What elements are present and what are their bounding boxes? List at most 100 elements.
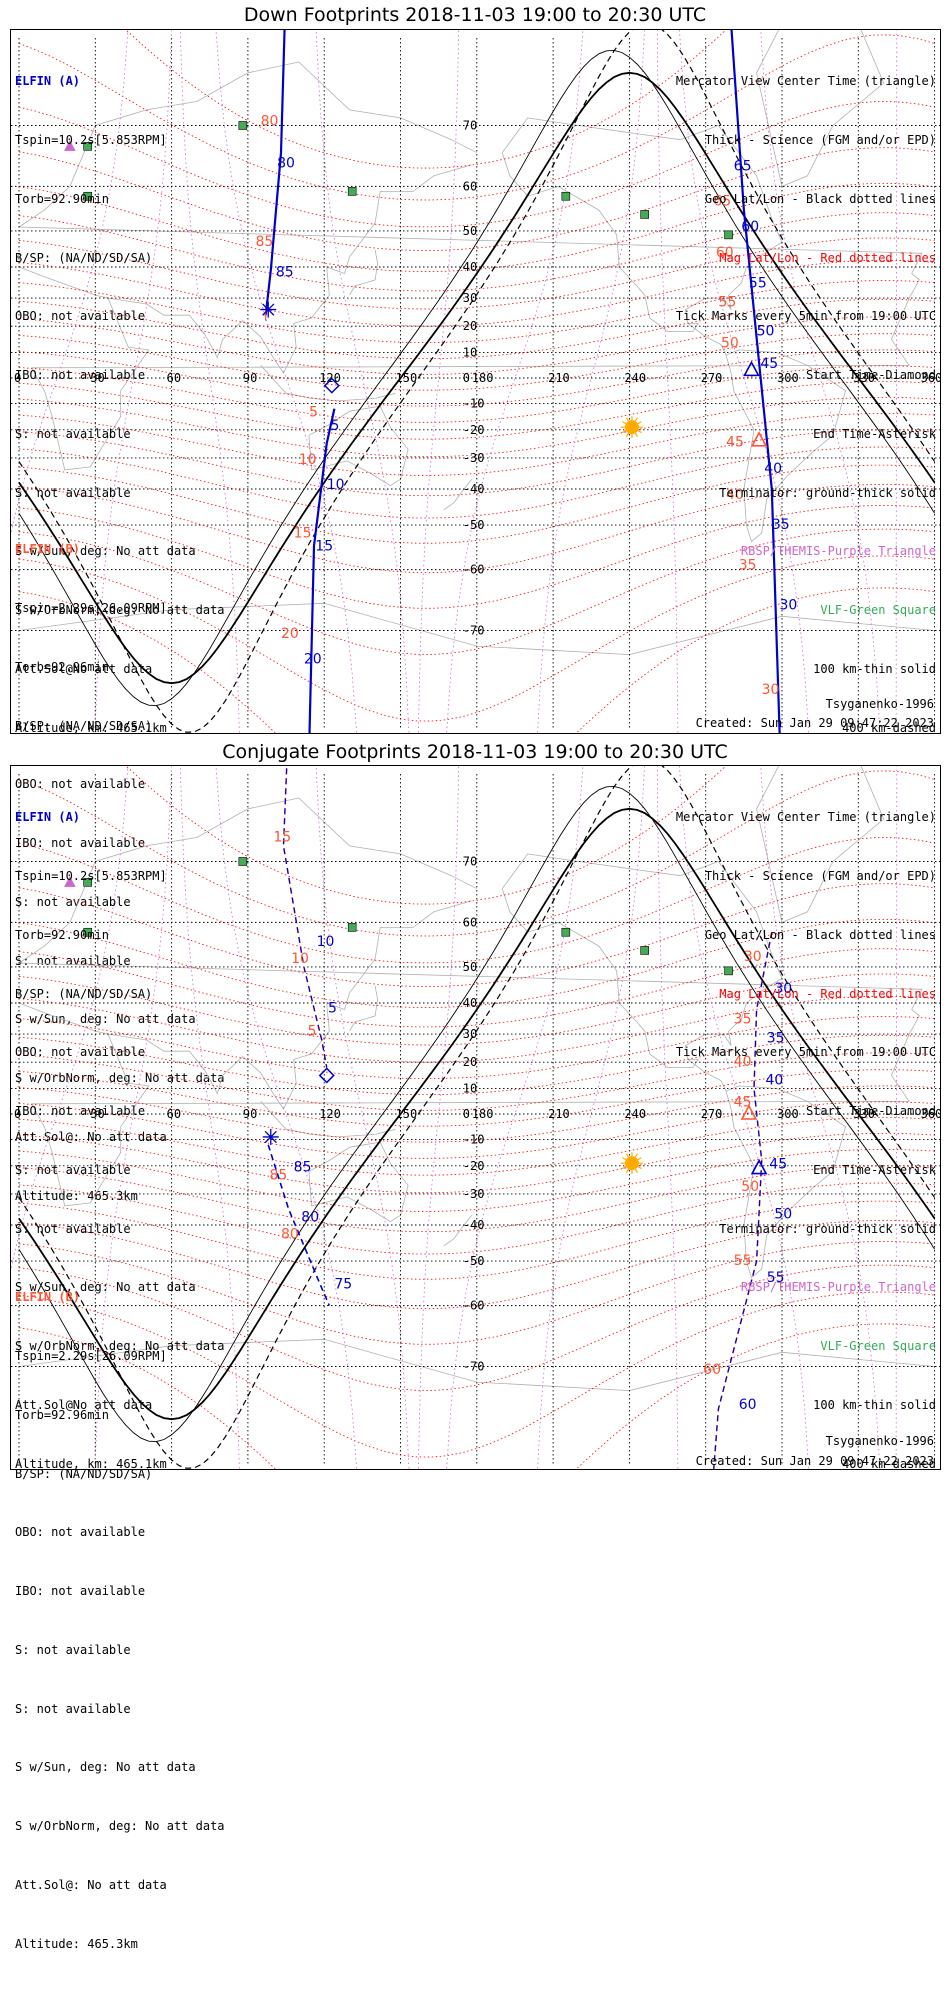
elfin-b-tick-label: 15 <box>273 830 291 846</box>
mag-meridian <box>537 30 645 733</box>
legend-item: End Time-Asterisk <box>813 1162 936 1177</box>
elfin-a-header: ELFIN (A) <box>15 810 81 825</box>
conjugate-footprints-panel: 0 30 60 90 120 150 180 210 240 270 300 330 360 70 60 50… <box>10 765 941 1951</box>
vlf-station-marker <box>724 230 733 240</box>
lat-tick-label: -70 <box>463 624 485 638</box>
elfin-a-track <box>282 766 328 1068</box>
elfin-b-tick-label: 5 <box>309 405 318 421</box>
center-time-triangle <box>740 1104 758 1120</box>
elfin-a-tick-label: 45 <box>769 1157 787 1173</box>
end-time-asterisk <box>264 1130 277 1144</box>
elfin-b-tick-label: 20 <box>281 626 299 642</box>
sun-icon <box>624 420 639 435</box>
lat-tick-label: 30 <box>463 1027 477 1041</box>
coastline <box>443 479 473 511</box>
coastline <box>756 30 885 187</box>
sun-icon <box>624 1156 639 1171</box>
sun-ray <box>634 1168 638 1173</box>
vlf-station-marker <box>347 923 357 932</box>
vlf-station-marker <box>640 946 649 955</box>
elfin-a-line: Att.Sol@No att data <box>15 662 153 676</box>
down-footprints-map[interactable]: 0 30 60 90 120 150 180 210 240 270 300 330 360706050… <box>11 30 940 733</box>
elfin-b-line: S w/Sun, deg: No att data <box>15 1012 196 1027</box>
lon-tick-label: 300 <box>777 371 799 385</box>
lon-tick-label: 180 <box>472 371 494 385</box>
lat-tick-label: 30 <box>463 291 477 305</box>
elfin-a-line: Torb=92.90min <box>15 927 109 942</box>
legend-item: Tick Marks every 5min from 19:00 UTC <box>675 309 936 324</box>
elfin-b-line: Att.Sol@: No att data <box>15 1878 167 1892</box>
mag-parallel <box>18 412 935 476</box>
elfin-a-tick-label: 50 <box>774 1206 792 1222</box>
elfin-a-line: IBO: not available <box>15 368 146 383</box>
elfin-b-tick-label: 50 <box>721 335 739 351</box>
sun-ray <box>625 1168 629 1173</box>
legend-item: VLF-Green Square <box>820 1339 936 1354</box>
elfin-b-tick-label: 45 <box>734 1094 752 1110</box>
elfin-a-line: S: not available <box>15 1221 131 1236</box>
coastline <box>107 164 472 374</box>
conjugate-footprints-map[interactable]: 0 30 60 90 120 150 180 210 240 270 300 330 360706050… <box>11 766 940 1469</box>
sun-ray <box>634 417 638 422</box>
lon-tick-label: 270 <box>701 1107 723 1121</box>
lat-tick-label: 50 <box>463 960 477 974</box>
elfin-b-line: B/SP: (NA/ND/SD/SA) <box>15 1466 153 1481</box>
sun-ray <box>637 1166 642 1170</box>
lon-tick-label: 210 <box>548 371 570 385</box>
legend-item: Mag Lat/Lon - Red dotted lines <box>719 986 936 1001</box>
elfin-a-track <box>730 30 781 733</box>
mag-meridian <box>418 30 460 733</box>
elfin-b-tick-label: 45 <box>726 434 744 450</box>
center-time-triangle <box>750 431 768 447</box>
elfin-a-line: Altitude, km: 465.1km <box>15 1456 167 1471</box>
model-label: Tsyganenko-1996 <box>825 1434 934 1448</box>
lat-tick-label: 10 <box>463 345 477 359</box>
sun-ray <box>622 421 627 425</box>
vlf-station-marker <box>724 966 733 976</box>
elfin-a-line: Tspin=10.2s[5.853RPM] <box>15 868 167 883</box>
terminator-100km <box>18 49 935 707</box>
lat-tick-label: -60 <box>463 1299 485 1313</box>
mag-parallel <box>18 587 935 733</box>
coastline <box>18 226 923 471</box>
sun-ray <box>637 421 642 425</box>
mag-meridian <box>315 766 410 1469</box>
coastline <box>349 985 379 1032</box>
panel-title-down: Down Footprints 2018-11-03 19:00 to 20:3… <box>243 4 707 26</box>
elfin-b-line: S: not available <box>15 1701 131 1716</box>
panel-title-conjugate: Conjugate Footprints 2018-11-03 19:00 to… <box>222 741 728 763</box>
legend-item: Terminator: ground-thick solid <box>719 485 936 500</box>
legend-item: Mercator View Center Time (triangle) <box>675 810 936 825</box>
elfin-b-tick-label: 50 <box>741 1179 759 1195</box>
mag-parallel <box>18 280 935 344</box>
elfin-b-tick-label: 55 <box>734 1253 752 1269</box>
mag-meridian <box>11 30 129 535</box>
terminator-400km <box>18 766 936 1469</box>
mag-meridian <box>179 30 240 733</box>
coastline <box>18 962 923 1207</box>
lat-tick-label: 20 <box>463 319 477 333</box>
mag-parallel <box>18 837 935 964</box>
vlf-station-marker <box>561 191 571 201</box>
lat-tick-label: -40 <box>463 1218 485 1232</box>
coastline <box>18 61 477 228</box>
created-timestamp: Created: Sun Jan 29 09:47:22 2023 <box>695 1454 934 1468</box>
elfin-a-tick-label: 5 <box>328 1001 337 1017</box>
end-time-asterisk <box>262 303 275 316</box>
mag-meridian <box>94 766 173 1469</box>
elfin-a-line: B/SP: (NA/ND/SD/SA) <box>15 250 153 265</box>
mag-parallel <box>18 1323 935 1469</box>
lon-tick-label: 90 <box>243 371 257 385</box>
elfin-a-line: S w/OrbNorm, deg: No att data <box>15 603 225 618</box>
elfin-a-tick-label: 75 <box>334 1277 352 1293</box>
vlf-station-marker <box>640 210 649 219</box>
vlf-station-marker <box>83 191 92 201</box>
sun-ray <box>634 432 638 437</box>
mag-parallel <box>18 555 935 722</box>
center-time-triangle <box>743 360 760 377</box>
mag-meridian <box>656 30 679 733</box>
elfin-a-track <box>267 1144 331 1306</box>
elfin-a-tick-label: 30 <box>779 598 797 614</box>
elfin-b-tick-label: 5 <box>308 1024 317 1040</box>
lat-tick-label: -10 <box>463 1133 485 1147</box>
